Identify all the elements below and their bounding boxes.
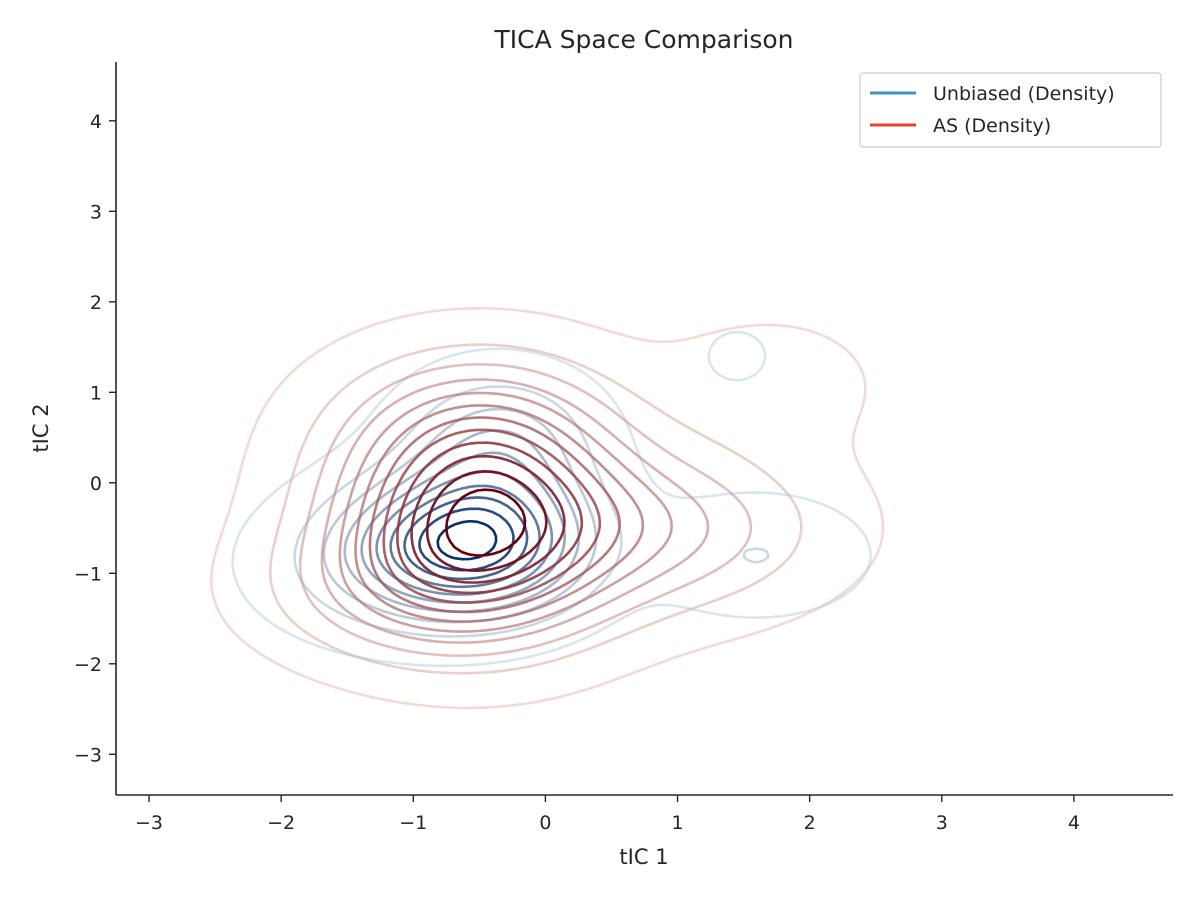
- legend-box: [859, 72, 1162, 148]
- contour-level-1-3: [298, 363, 753, 657]
- y-tick-label: 2: [90, 292, 102, 314]
- x-tick-label: −3: [135, 812, 163, 834]
- y-axis-ticks: −3 −2 −1 0 1 2 3 4: [74, 111, 116, 766]
- x-axis-ticks: −3 −2 −1 0 1 2 3 4: [135, 795, 1080, 834]
- y-tick-label: 3: [90, 201, 102, 223]
- x-tick-label: 1: [671, 812, 683, 834]
- contour-level-1-7: [368, 416, 621, 614]
- contour-level-1-1: [210, 307, 885, 710]
- contour-level-1-4: [320, 378, 710, 644]
- contour-level-1-5: [338, 391, 673, 633]
- y-tick-label: 4: [90, 111, 102, 133]
- x-axis-label: tIC 1: [619, 845, 668, 869]
- x-tick-label: 3: [936, 812, 948, 834]
- y-tick-label: −3: [74, 744, 102, 766]
- contour-series-0: [231, 330, 872, 668]
- contour-level-0-9: [418, 507, 515, 572]
- contour-layer: [210, 307, 885, 710]
- y-tick-label: 0: [90, 473, 102, 495]
- legend: Unbiased (Density) AS (Density): [859, 72, 1162, 148]
- contour-level-1-11: [425, 470, 548, 572]
- x-tick-label: −1: [399, 812, 427, 834]
- contour-level-1-6: [354, 404, 645, 623]
- y-tick-label: −2: [74, 654, 102, 676]
- legend-label-unbiased: Unbiased (Density): [933, 83, 1115, 105]
- x-tick-label: −2: [267, 812, 295, 834]
- x-tick-label: 2: [804, 812, 816, 834]
- contour-level-1-9: [396, 441, 584, 595]
- legend-label-as: AS (Density): [933, 115, 1051, 137]
- y-tick-label: −1: [74, 563, 102, 585]
- contour-level-1-12: [445, 488, 527, 557]
- contour-level-1-10: [410, 454, 566, 584]
- x-tick-label: 4: [1068, 812, 1080, 834]
- contour-series-1: [210, 307, 885, 710]
- contour-level-1-2: [269, 343, 803, 675]
- y-axis-label: tIC 2: [29, 403, 53, 452]
- y-tick-label: 1: [90, 382, 102, 404]
- x-tick-label: 0: [539, 812, 551, 834]
- contour-level-1-8: [382, 428, 602, 604]
- chart-title: TICA Space Comparison: [494, 25, 794, 54]
